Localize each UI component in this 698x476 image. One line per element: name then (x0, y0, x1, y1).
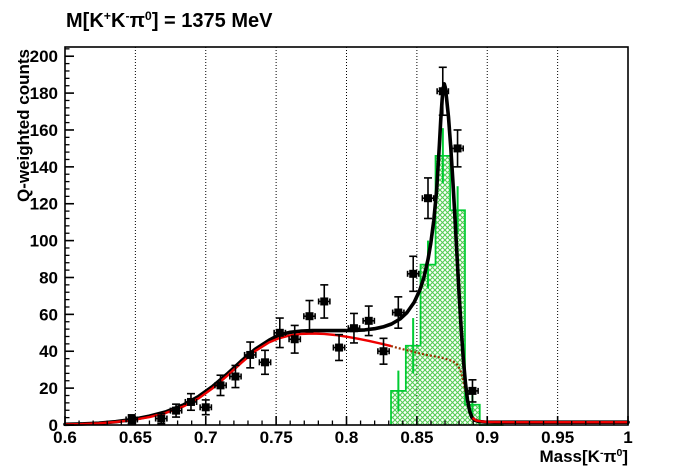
data-point (406, 255, 420, 293)
data-point-marker (379, 347, 388, 356)
data-point (258, 349, 272, 376)
data-point (377, 337, 390, 365)
data-point-marker (305, 312, 314, 321)
data-point (466, 379, 479, 403)
text-run: K (111, 10, 126, 32)
data-point-marker (468, 386, 477, 395)
data-point (436, 66, 450, 117)
chart-title: M[K+K-π0] = 1375 MeV (66, 9, 273, 33)
data-point-marker (201, 403, 210, 412)
x-tick-label: 0.85 (400, 428, 433, 447)
data-point-marker (157, 414, 166, 423)
total-fit-curve (63, 82, 630, 427)
y-tick-label: 140 (30, 158, 58, 177)
data-point-marker (275, 328, 284, 337)
signal-histogram-outline (390, 154, 504, 426)
background-curve-overlay (390, 345, 474, 419)
data-point-marker (438, 87, 447, 96)
data-point-marker (127, 415, 136, 424)
x-tick-label: 0.6 (53, 428, 77, 447)
background-curve-tail (471, 417, 628, 424)
y-tick-label: 200 (30, 47, 58, 66)
superscript-text: 0 (144, 9, 152, 24)
data-point (362, 305, 376, 337)
data-point-marker (453, 144, 462, 153)
data-point (214, 374, 227, 397)
data-point-marker (394, 308, 403, 317)
x-tick-label: 0.75 (260, 428, 293, 447)
data-point-marker (246, 350, 255, 359)
y-tick-label: 100 (30, 232, 58, 251)
data-point (317, 284, 331, 319)
text-run: ] (622, 447, 628, 466)
data-point (451, 129, 464, 168)
text-run: M[K (66, 10, 104, 32)
y-tick-label: 180 (30, 84, 58, 103)
x-tick-label: 1 (623, 428, 632, 447)
data-point-marker (231, 372, 240, 381)
text-run: π (603, 447, 617, 466)
superscript-text: - (125, 9, 130, 24)
y-tick-label: 20 (39, 379, 58, 398)
data-point (273, 317, 287, 349)
data-point-marker (172, 406, 181, 415)
data-point-marker (261, 358, 270, 367)
signal-histogram-fill (391, 155, 504, 426)
y-tick-label: 80 (39, 268, 58, 287)
x-tick-label: 0.8 (335, 428, 359, 447)
data-point-marker (320, 297, 329, 306)
y-tick-label: 0 (49, 416, 58, 435)
data-point (421, 177, 435, 220)
data-point-marker (364, 316, 373, 325)
data-point-marker (409, 269, 418, 278)
superscript-text: - (599, 447, 604, 460)
superscript-text: 0 (616, 447, 623, 460)
text-run: Mass[K (539, 447, 600, 466)
data-point (391, 296, 405, 329)
data-point (243, 341, 257, 369)
data-point-marker (349, 324, 358, 333)
x-axis-title: Mass[K-π0] (539, 447, 628, 467)
x-tick-label: 0.7 (194, 428, 218, 447)
superscript-text: + (103, 9, 112, 24)
x-tick-label: 0.65 (119, 428, 152, 447)
text-run: ] = 1375 MeV (151, 10, 273, 32)
y-tick-label: 40 (39, 342, 58, 361)
text-run: π (129, 10, 145, 32)
data-point-marker (290, 335, 299, 344)
data-point (347, 312, 361, 344)
y-tick-label: 120 (30, 195, 58, 214)
data-point (303, 299, 316, 333)
x-tick-label: 0.9 (475, 428, 499, 447)
data-point (169, 403, 183, 418)
data-point (332, 333, 346, 362)
data-point-marker (186, 397, 195, 406)
data-point-marker (335, 343, 344, 352)
y-tick-label: 160 (30, 121, 58, 140)
data-point-marker (216, 381, 225, 390)
data-point-marker (423, 194, 432, 203)
x-tick-label: 0.95 (541, 428, 574, 447)
data-point (125, 414, 139, 425)
data-point (184, 392, 198, 412)
data-point (288, 324, 302, 354)
data-point (154, 412, 168, 425)
y-tick-label: 60 (39, 305, 58, 324)
data-point (199, 399, 213, 416)
data-point (229, 364, 242, 389)
